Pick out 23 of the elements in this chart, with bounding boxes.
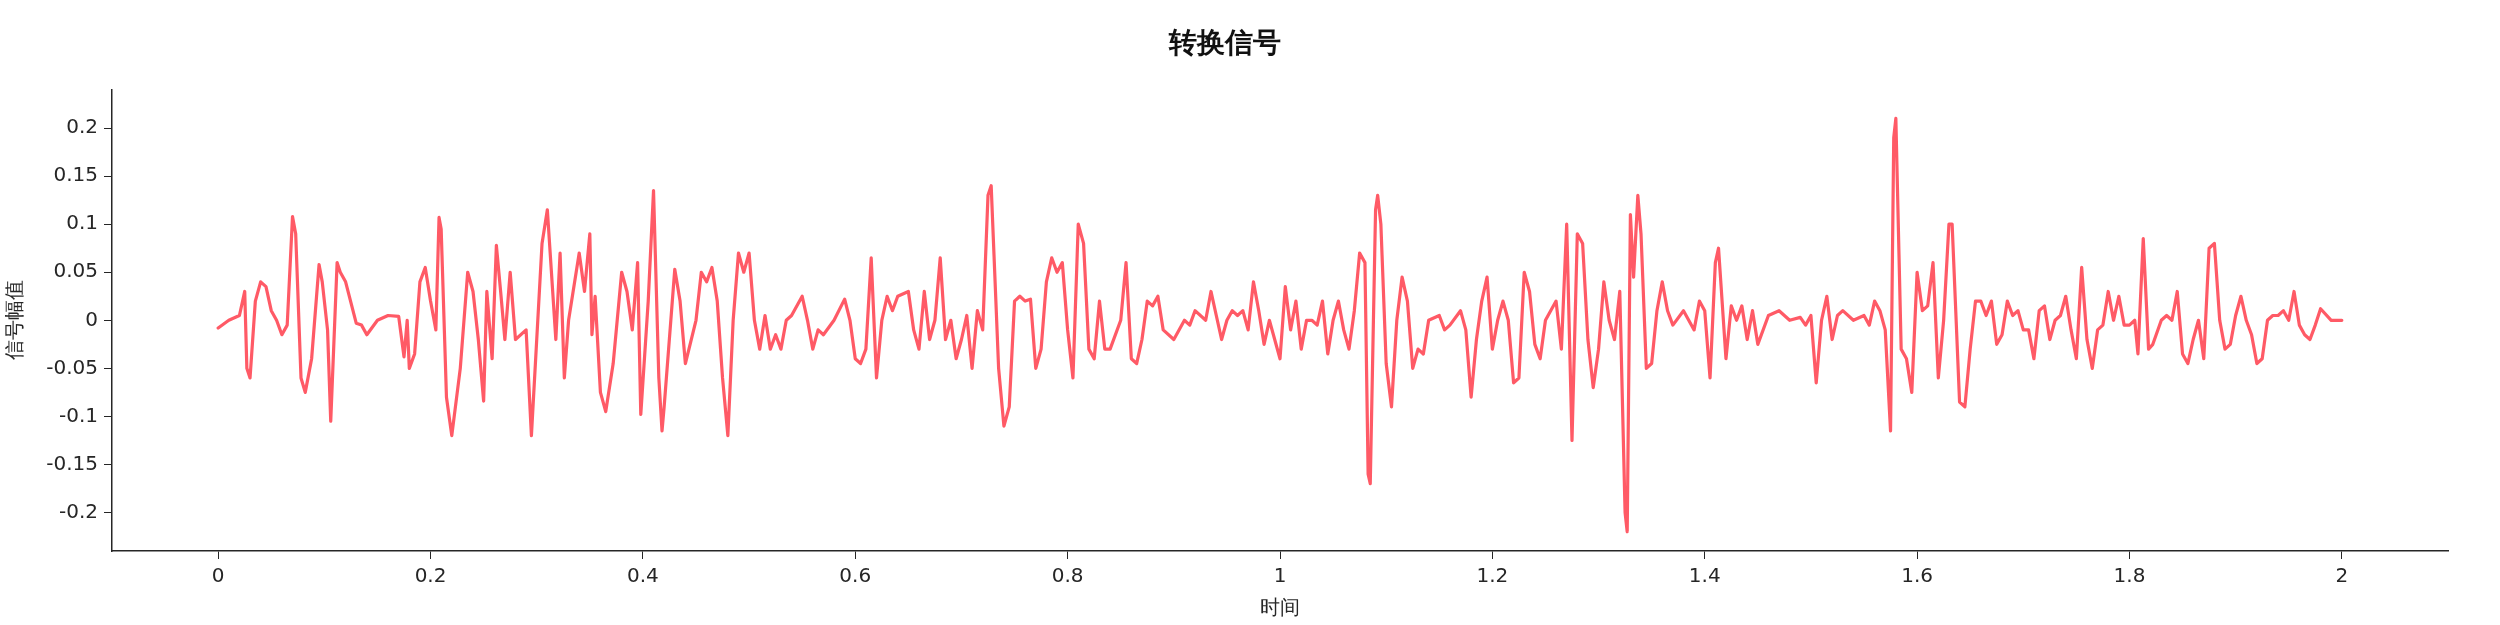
y-axis-title: 信号幅值 [2, 280, 27, 361]
x-tick-label: 0.8 [1051, 563, 1084, 588]
x-tick-label: 0.4 [627, 563, 659, 588]
x-tick-label: 0.6 [839, 563, 872, 588]
x-tick-label: 1.6 [1901, 563, 1933, 588]
y-tick-label: -0.15 [46, 450, 98, 475]
y-tick-label: -0.05 [46, 354, 98, 379]
x-axis-title: 时间 [1260, 595, 1300, 620]
x-tick-label: 1 [1273, 563, 1287, 588]
y-tick-label: -0.2 [58, 498, 98, 523]
x-tick-label: 1.2 [1476, 563, 1509, 588]
x-tick-label: 1.8 [2113, 563, 2146, 588]
x-tick-label: 2 [2335, 563, 2349, 588]
y-tick-label: 0 [85, 306, 98, 331]
chart-title: 转换信号 [1168, 26, 1281, 60]
y-tick-label: 0.15 [53, 162, 98, 187]
x-tick-label: 0.2 [414, 563, 447, 588]
x-tick-label: 0 [211, 563, 225, 588]
y-tick-label: 0.2 [66, 114, 98, 139]
x-tick-label: 1.4 [1688, 563, 1721, 588]
y-tick-label: -0.1 [58, 402, 98, 427]
y-tick-label: 0.1 [66, 210, 98, 235]
y-tick-label: 0.05 [53, 258, 98, 283]
